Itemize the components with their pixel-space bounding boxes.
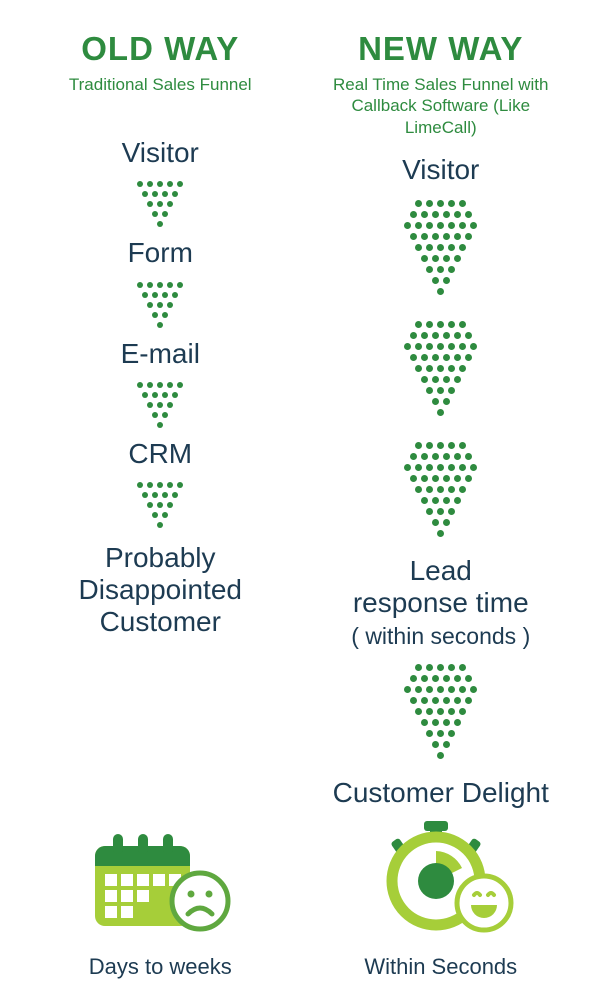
stopwatch-happy-icon xyxy=(366,821,516,936)
right-step-visitor: Visitor xyxy=(402,154,479,186)
right-lead-line1: Lead xyxy=(410,555,472,587)
right-bottom-icon-group: Within Seconds xyxy=(364,821,517,980)
dot-arrow-icon xyxy=(137,482,183,528)
left-caption: Days to weeks xyxy=(89,954,232,980)
right-delight: Customer Delight xyxy=(333,777,549,809)
big-dot-arrow-icon xyxy=(404,442,477,537)
right-lead-line2: response time xyxy=(353,587,529,619)
big-dot-arrow-icon xyxy=(404,321,477,416)
left-subtitle: Traditional Sales Funnel xyxy=(69,74,252,95)
left-step-crm: CRM xyxy=(128,438,192,470)
left-step-form: Form xyxy=(128,237,193,269)
left-title: OLD WAY xyxy=(81,30,239,68)
right-column: NEW WAY Real Time Sales Funnel with Call… xyxy=(301,30,582,980)
dot-arrow-icon xyxy=(137,382,183,428)
left-column: OLD WAY Traditional Sales Funnel Visitor… xyxy=(20,30,301,980)
left-step-disappointed: Probably Disappointed Customer xyxy=(30,542,290,639)
right-caption: Within Seconds xyxy=(364,954,517,980)
left-bottom-icon-group: Days to weeks xyxy=(85,826,235,980)
big-dot-arrow-icon xyxy=(404,200,477,295)
left-step-visitor: Visitor xyxy=(122,137,199,169)
dot-arrow-icon xyxy=(137,282,183,328)
left-step-email: E-mail xyxy=(121,338,200,370)
right-title: NEW WAY xyxy=(358,30,523,68)
right-subtitle: Real Time Sales Funnel with Callback Sof… xyxy=(316,74,566,138)
big-dot-arrow-icon xyxy=(404,664,477,759)
calendar-sad-icon xyxy=(85,826,235,936)
right-lead-paren: ( within seconds ) xyxy=(351,623,530,649)
dot-arrow-icon xyxy=(137,181,183,227)
